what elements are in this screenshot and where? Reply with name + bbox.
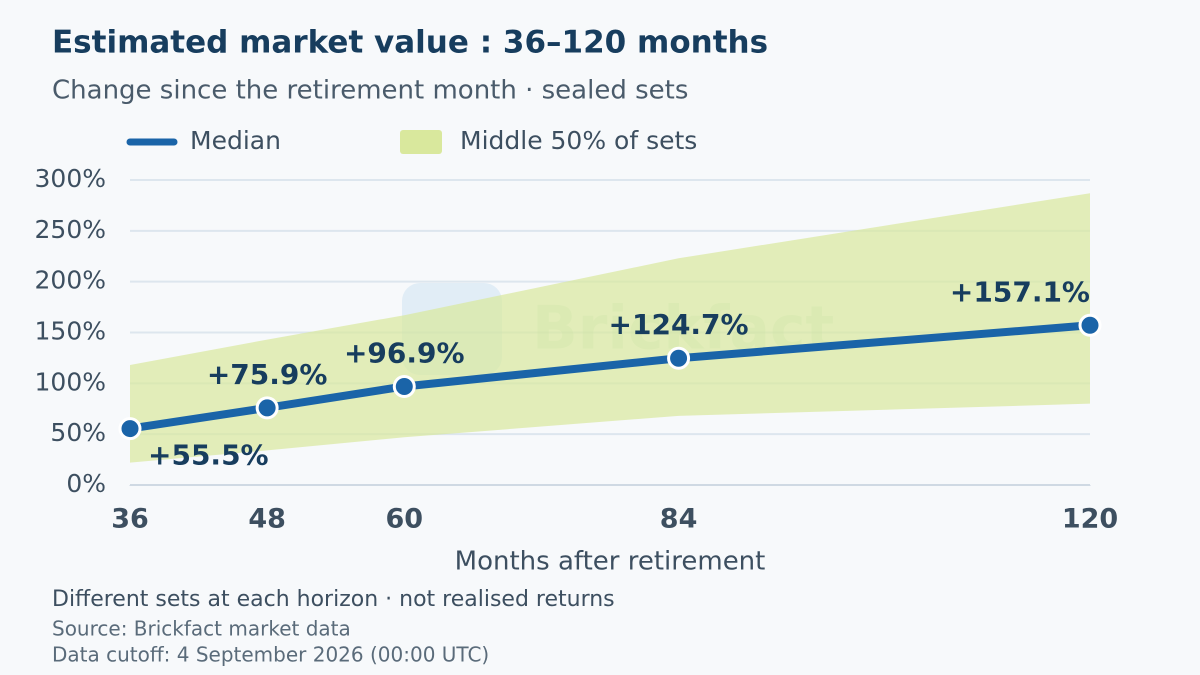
data-label: +55.5% <box>148 439 269 472</box>
x-tick-label: 48 <box>248 504 286 535</box>
y-tick-label: 200% <box>35 266 106 295</box>
data-label: +157.1% <box>950 275 1090 308</box>
point <box>392 374 416 398</box>
y-tick-label: 300% <box>35 164 106 193</box>
y-tick-label: 150% <box>35 317 106 346</box>
chart-subtitle: Change since the retirement month · seal… <box>52 76 688 106</box>
legend-swatch-band <box>400 130 442 154</box>
source: Source: Brickfact market data <box>52 617 351 641</box>
y-tick-label: 50% <box>50 418 106 447</box>
y-tick-label: 0% <box>66 469 106 498</box>
chart-title: Estimated market value : 36–120 months <box>52 25 768 61</box>
x-tick-label: 84 <box>660 504 698 535</box>
x-tick-label: 60 <box>385 504 423 535</box>
legend-label: Middle 50% of sets <box>460 126 697 155</box>
x-tick-label: 36 <box>111 504 149 535</box>
point <box>1078 313 1102 337</box>
footnote: Different sets at each horizon · not rea… <box>52 587 615 612</box>
point <box>667 346 691 370</box>
data-label: +124.7% <box>609 308 749 341</box>
data-label: +96.9% <box>344 336 465 369</box>
data-label: +75.9% <box>207 358 328 391</box>
point <box>255 396 279 420</box>
cutoff: Data cutoff: 4 September 2026 (00:00 UTC… <box>52 643 489 667</box>
y-tick-label: 250% <box>35 215 106 244</box>
y-tick-label: 100% <box>35 367 106 396</box>
legend-label: Median <box>190 126 281 155</box>
x-tick-label: 120 <box>1062 504 1118 535</box>
point <box>118 417 142 441</box>
x-axis-title: Months after retirement <box>455 547 766 577</box>
